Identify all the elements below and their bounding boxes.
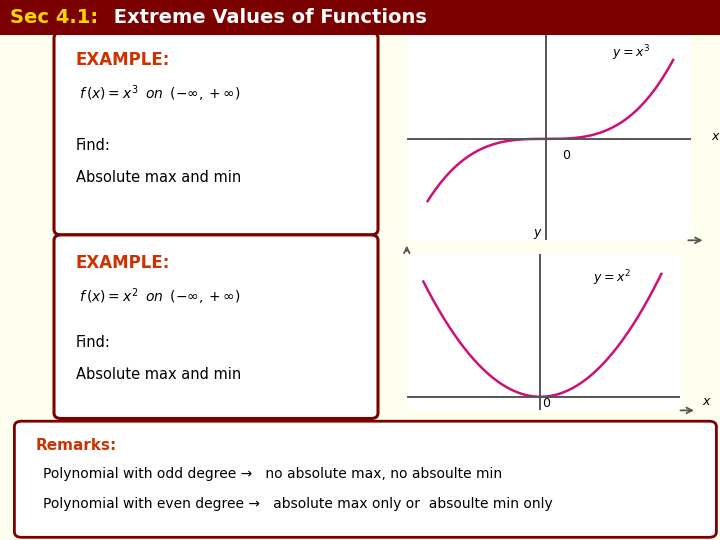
FancyBboxPatch shape: [0, 0, 720, 35]
Text: $x$: $x$: [702, 395, 712, 408]
Text: Extreme Values of Functions: Extreme Values of Functions: [107, 8, 426, 27]
Text: Find:: Find:: [76, 335, 110, 350]
Text: $f\,(x) = x^3\;\;on\;\;(-\infty,+\infty)$: $f\,(x) = x^3\;\;on\;\;(-\infty,+\infty)…: [79, 84, 240, 104]
Text: $y$: $y$: [534, 227, 543, 241]
FancyBboxPatch shape: [54, 235, 378, 418]
Text: Polynomial with odd degree →   no absolute max, no absoulte min: Polynomial with odd degree → no absolute…: [43, 467, 503, 481]
Text: EXAMPLE:: EXAMPLE:: [76, 51, 170, 69]
FancyBboxPatch shape: [14, 421, 716, 537]
FancyBboxPatch shape: [54, 32, 378, 235]
Text: Sec 4.1:: Sec 4.1:: [10, 8, 98, 27]
Text: EXAMPLE:: EXAMPLE:: [76, 254, 170, 272]
Text: $0$: $0$: [562, 149, 571, 162]
Text: $f\,(x) = x^2\;\;on\;\;(-\infty,+\infty)$: $f\,(x) = x^2\;\;on\;\;(-\infty,+\infty)…: [79, 286, 240, 307]
Text: Polynomial with even degree →   absolute max only or  absoulte min only: Polynomial with even degree → absolute m…: [43, 497, 553, 511]
Text: Find:: Find:: [76, 138, 110, 153]
Text: Absolute max and min: Absolute max and min: [76, 367, 241, 382]
Text: $x$: $x$: [711, 130, 720, 143]
Text: $0$: $0$: [542, 397, 552, 410]
Text: Remarks:: Remarks:: [36, 438, 117, 454]
Text: $y$: $y$: [550, 4, 559, 18]
Text: $y = x^3$: $y = x^3$: [611, 43, 649, 63]
Text: Absolute max and min: Absolute max and min: [76, 170, 241, 185]
Text: $y = x^2$: $y = x^2$: [593, 268, 631, 288]
